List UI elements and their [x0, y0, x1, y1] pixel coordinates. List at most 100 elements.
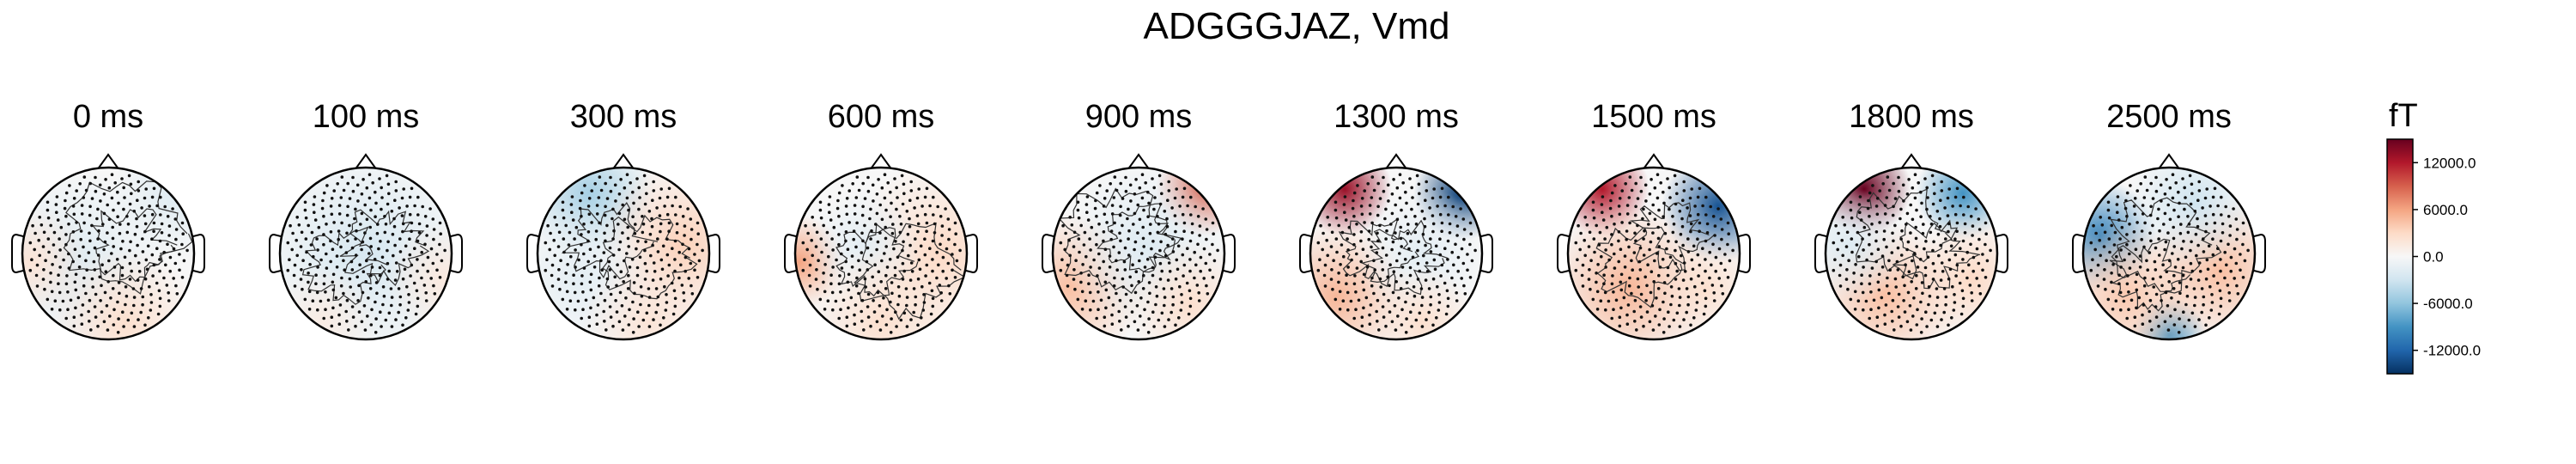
sensor-dot	[374, 281, 379, 284]
sensor-dot	[1702, 312, 1706, 316]
sensor-dot	[625, 196, 629, 200]
sensor-dot	[1902, 199, 1905, 203]
sensor-dot	[582, 266, 586, 270]
sensor-dot	[178, 268, 181, 272]
sensor-dot	[1129, 199, 1133, 203]
sensor-dot	[1362, 272, 1366, 277]
sensor-dot	[1205, 228, 1209, 231]
sensor-dot	[1152, 186, 1156, 190]
sensor-dot	[2219, 239, 2223, 243]
sensor-dot	[425, 224, 429, 228]
sensor-dot	[380, 325, 383, 328]
sensor-dot	[1165, 224, 1170, 229]
sensor-dot	[1862, 308, 1865, 312]
sensor-dot	[344, 251, 349, 254]
sensor-dot	[919, 244, 923, 248]
sensor-dot	[654, 310, 658, 314]
sensor-dot	[1853, 290, 1857, 294]
sensor-dot	[431, 217, 435, 221]
sensor-dot	[416, 239, 420, 243]
sensor-dot	[362, 304, 367, 308]
sensor-dot	[617, 247, 621, 252]
sensor-dot	[569, 254, 573, 259]
sensor-dot	[369, 323, 374, 327]
zero-contour	[1595, 226, 1684, 308]
sensor-dot	[1919, 190, 1923, 194]
sensor-dot	[1901, 275, 1905, 279]
sensor-dot	[1178, 205, 1182, 208]
sensor-dot	[1340, 243, 1344, 247]
sensor-dot	[1674, 261, 1678, 266]
sensor-dot	[896, 255, 900, 259]
sensor-dot	[1103, 280, 1108, 284]
sensor-dot	[385, 174, 389, 178]
sensor-dot	[1352, 191, 1357, 195]
sensor-dot	[654, 287, 659, 290]
left-ear-outline	[11, 233, 24, 274]
sensor-dot	[806, 231, 810, 235]
sensor-dot	[1617, 259, 1620, 264]
sensor-dot	[637, 186, 641, 190]
sensor-dot	[1899, 324, 1903, 328]
sensor-dot	[1133, 240, 1138, 244]
sensor-dot	[871, 183, 875, 187]
sensor-dot	[955, 259, 959, 263]
sensor-dot	[835, 258, 838, 262]
sensor-dot	[1113, 276, 1116, 280]
sensor-dot	[56, 218, 60, 222]
sensor-dot	[1865, 258, 1868, 262]
sensor-dot	[401, 277, 405, 281]
sensor-dot	[1698, 229, 1701, 234]
sensor-dot	[1429, 295, 1433, 299]
sensor-dot	[2148, 309, 2151, 314]
sensor-dot	[351, 292, 355, 296]
sensor-dot	[426, 269, 430, 273]
panel-time-label: 600 ms	[828, 99, 935, 135]
sensor-dot	[631, 331, 635, 334]
sensor-dot	[1975, 247, 1979, 251]
sensor-dot	[631, 300, 635, 304]
sensor-dot	[1387, 199, 1390, 203]
sensor-dot	[875, 211, 879, 216]
sensor-dot	[1376, 205, 1380, 209]
sensor-dot	[614, 199, 617, 203]
sensor-dot	[304, 237, 308, 241]
sensor-dot	[848, 189, 851, 192]
sensor-dot	[1653, 259, 1656, 263]
sensor-dot	[1420, 210, 1425, 213]
sensor-dot	[866, 292, 871, 296]
sensor-dot	[602, 309, 605, 314]
sensor-dot	[136, 278, 140, 282]
sensor-dot	[1425, 189, 1429, 192]
sensor-dot	[940, 234, 944, 237]
sensor-dot	[49, 280, 52, 284]
sensor-dot	[574, 225, 579, 229]
sensor-dot	[609, 315, 613, 319]
sensor-dot	[136, 198, 139, 202]
sensor-dot	[920, 284, 924, 289]
sensor-dot	[1588, 230, 1592, 235]
sensor-dot	[1601, 218, 1606, 222]
sensor-dot	[408, 212, 412, 217]
sensor-dot	[914, 302, 917, 307]
sensor-dot	[1850, 237, 1854, 241]
topomap-panel: 1500 ms	[1557, 99, 1751, 341]
sensor-dot	[1694, 308, 1698, 312]
sensor-dot	[42, 230, 46, 235]
sensor-dot	[1920, 317, 1923, 321]
sensor-dot	[879, 280, 883, 284]
sensor-dot	[1933, 311, 1937, 315]
sensor-dot	[1423, 224, 1427, 229]
sensor-dot	[1709, 205, 1712, 209]
sensor-dot	[2148, 320, 2152, 323]
sensor-dot	[1625, 212, 1630, 216]
sensor-dot	[1868, 282, 1872, 286]
sensor-dot	[380, 255, 385, 259]
sensor-dot	[1700, 281, 1704, 285]
sensor-dot	[1473, 248, 1477, 253]
sensor-dot	[1925, 186, 1929, 190]
sensor-dot	[1455, 291, 1458, 295]
sensor-dot	[866, 246, 870, 250]
sensor-dot	[1931, 278, 1935, 281]
sensor-dot	[108, 314, 112, 318]
